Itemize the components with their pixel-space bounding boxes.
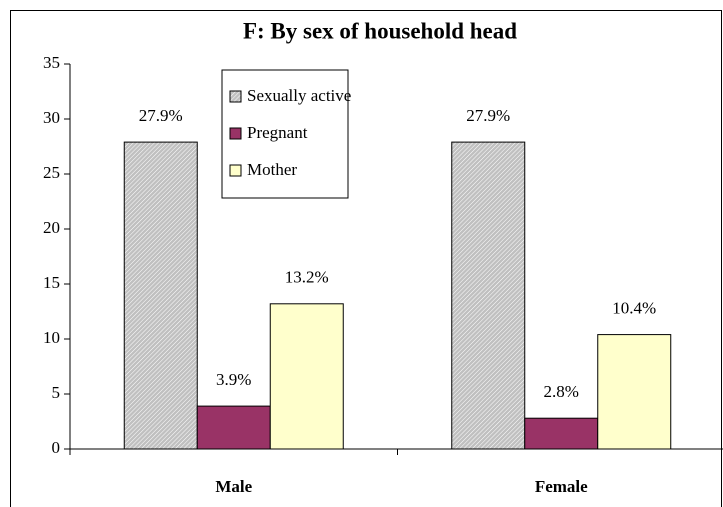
y-tick-label: 5 [52,383,61,402]
legend-box [221,69,349,199]
legend-label: Sexually active [247,86,351,105]
bar [597,334,672,450]
y-tick-label: 30 [43,108,60,127]
value-label: 27.9% [139,106,183,125]
y-tick-label: 25 [43,163,60,182]
value-label: 10.4% [612,299,656,318]
y-tick-label: 10 [43,328,60,347]
bar [451,141,526,450]
legend-label: Pregnant [247,123,308,142]
legend-swatch [229,90,242,103]
bar [196,405,271,450]
value-label: 3.9% [216,370,251,389]
value-label: 27.9% [466,106,510,125]
chart-title: F: By sex of household head [243,18,517,43]
bar [269,303,344,450]
y-tick-label: 20 [43,218,60,237]
legend-label: Mother [247,160,297,179]
y-tick-label: 15 [43,273,60,292]
y-tick-label: 35 [43,53,60,72]
legend-swatch [229,164,242,177]
value-label: 2.8% [544,382,579,401]
x-tick-label: Female [535,477,588,496]
bar [123,141,198,450]
value-label: 13.2% [285,268,329,287]
x-tick-label: Male [215,477,252,496]
legend-swatch [229,127,242,140]
bar [524,417,599,450]
y-tick-label: 0 [52,438,61,457]
